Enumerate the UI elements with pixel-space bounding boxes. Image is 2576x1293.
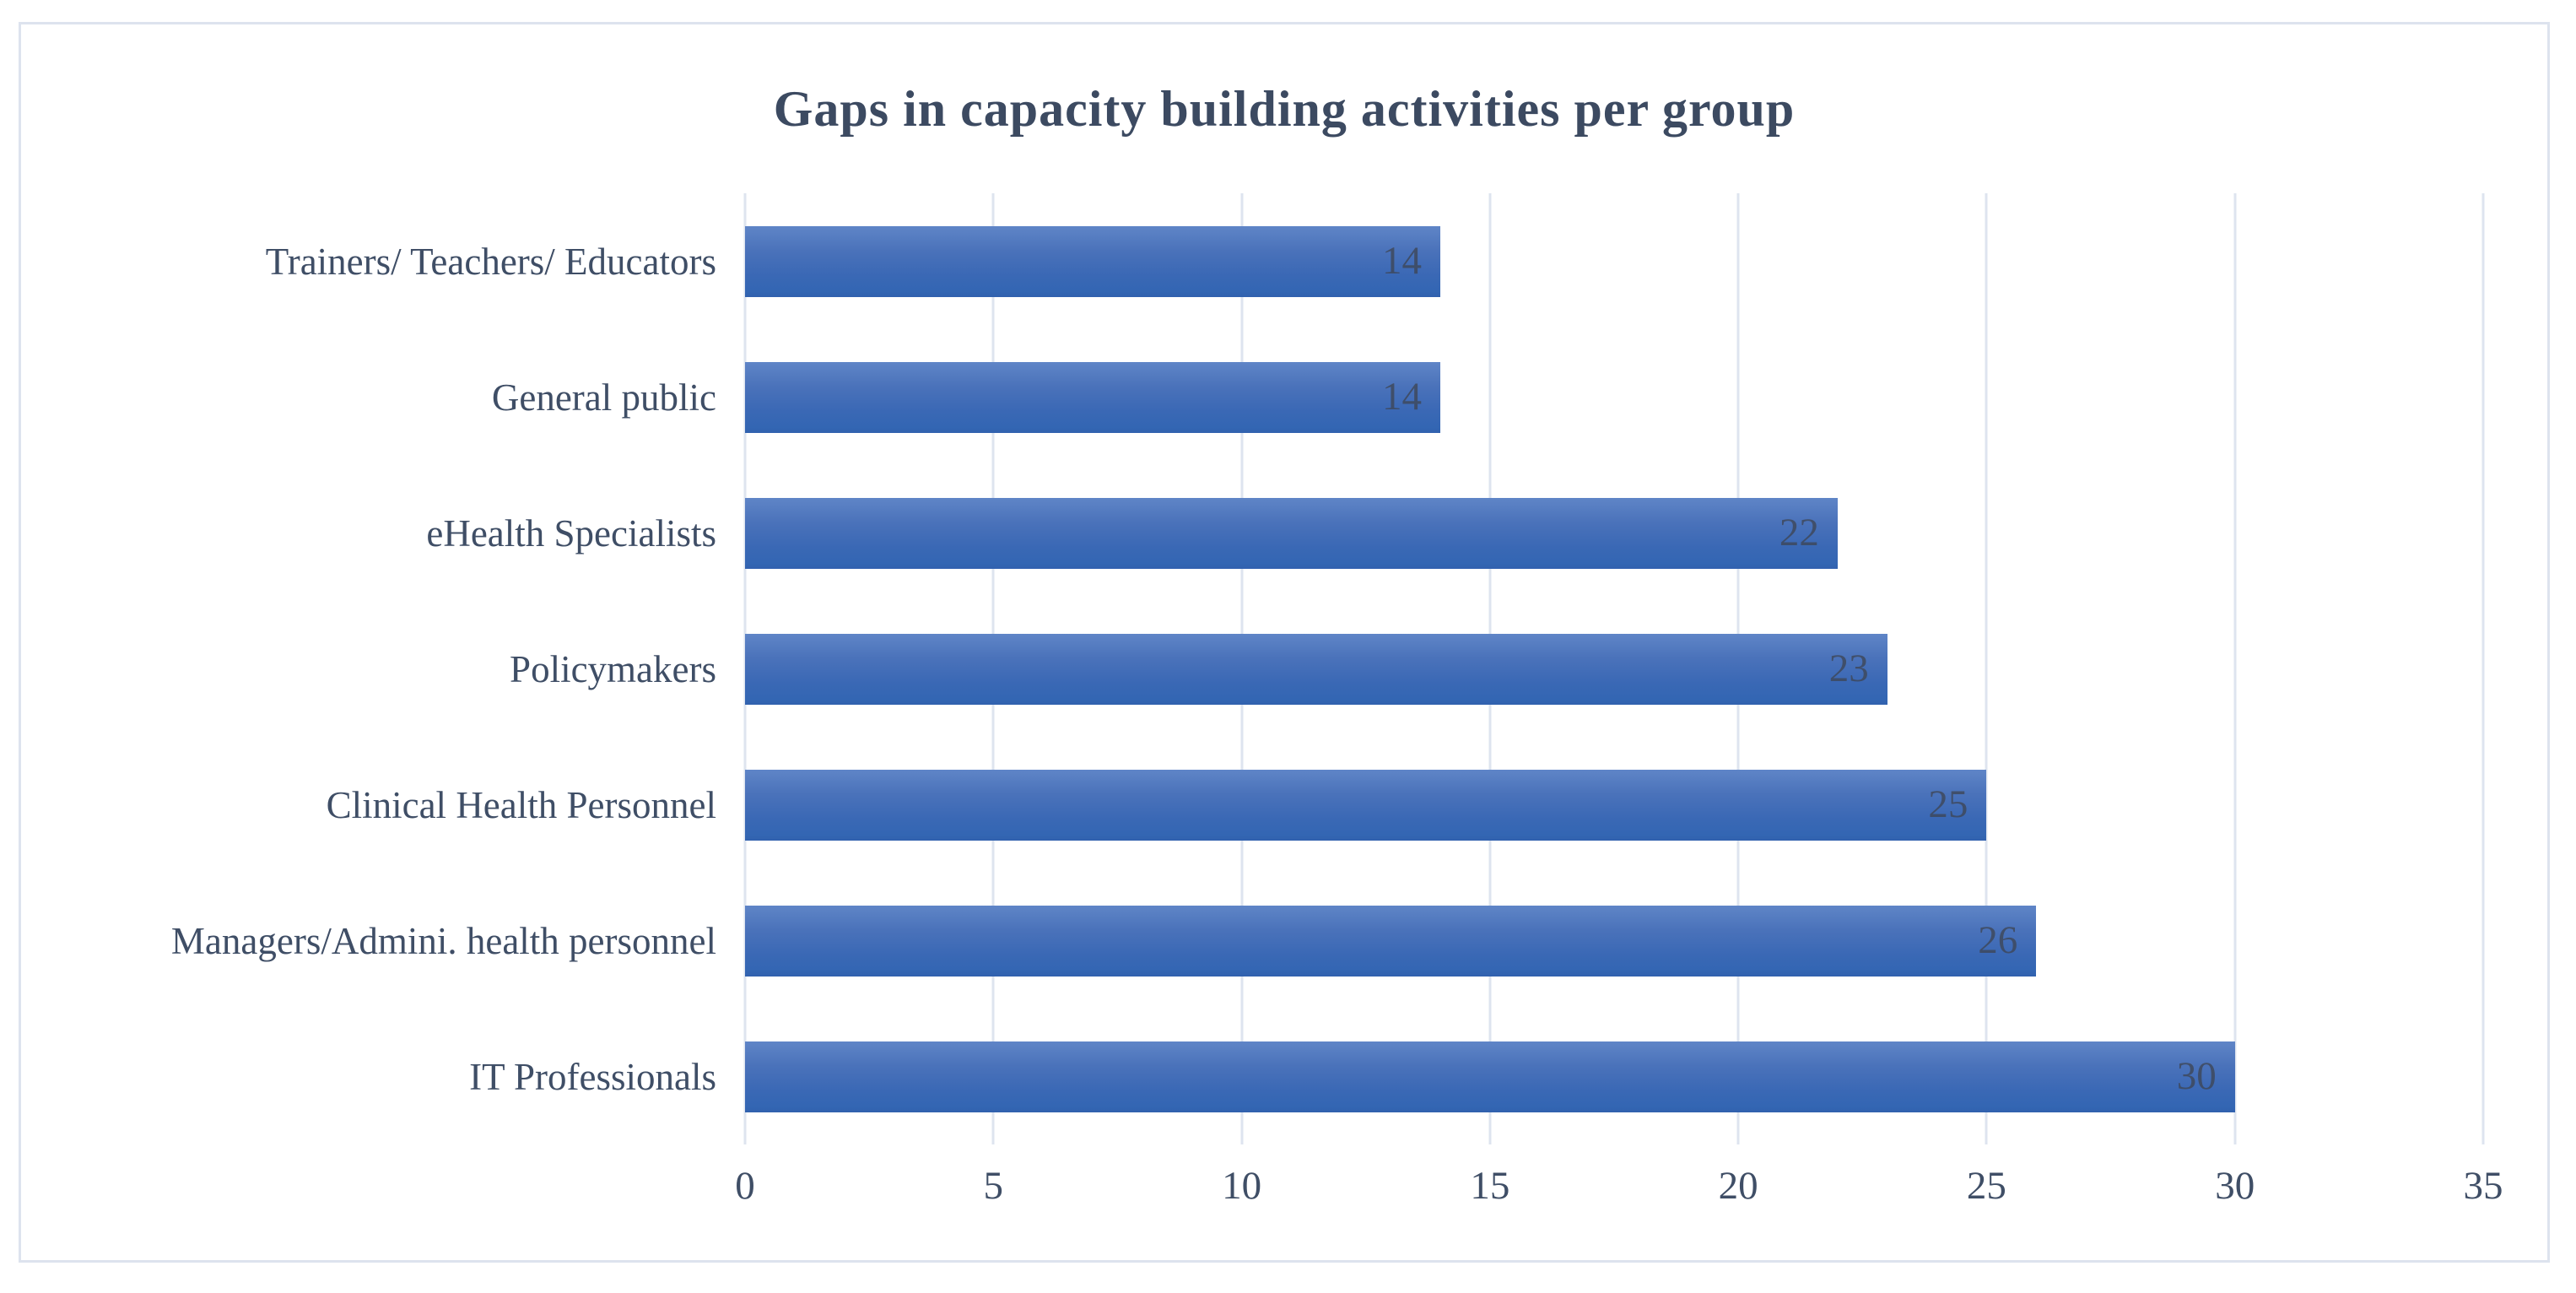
- x-tick-label: 5: [983, 1164, 1004, 1208]
- chart-area: Trainers/ Teachers/ Educators General pub…: [21, 193, 2547, 1229]
- bar: 23: [745, 633, 1887, 705]
- title-band: Gaps in capacity building activities per…: [21, 24, 2547, 193]
- data-label: 14: [1382, 375, 1422, 419]
- gridline: [1985, 193, 1988, 1144]
- bar-band: 14: [745, 193, 2483, 329]
- bar: 22: [745, 497, 1838, 569]
- category-label: General public: [491, 376, 716, 419]
- x-tick-label: 25: [1966, 1164, 2006, 1208]
- bar: 30: [745, 1041, 2235, 1112]
- x-tick-label: 10: [1222, 1164, 1262, 1208]
- data-label: 23: [1828, 646, 1869, 690]
- bar: 14: [745, 361, 1440, 433]
- bar: 14: [745, 225, 1440, 297]
- x-tick-label: 30: [2215, 1164, 2255, 1208]
- category-label: Managers/Admini. health personnel: [170, 919, 716, 962]
- bar-band: 26: [745, 873, 2483, 1009]
- chart-title: Gaps in capacity building activities per…: [773, 80, 1796, 137]
- bar-band: 22: [745, 465, 2483, 601]
- gridline: [2233, 193, 2237, 1144]
- category-axis: Trainers/ Teachers/ Educators General pub…: [21, 193, 745, 1229]
- bar-band: 30: [745, 1009, 2483, 1144]
- category-label: Policymakers: [510, 647, 716, 690]
- x-tick-label: 35: [2463, 1164, 2503, 1208]
- bar-band: 14: [745, 329, 2483, 465]
- x-tick-label: 20: [1718, 1164, 1758, 1208]
- category-label: IT Professionals: [469, 1055, 716, 1098]
- data-label: 22: [1779, 511, 1819, 555]
- data-label: 25: [1928, 782, 1968, 826]
- x-tick-label: 15: [1470, 1164, 1510, 1208]
- category-label: Trainers/ Teachers/ Educators: [265, 240, 716, 283]
- bar: 25: [745, 769, 1987, 841]
- bar-band: 25: [745, 737, 2483, 873]
- data-label: 30: [2176, 1054, 2217, 1098]
- data-label: 26: [1978, 918, 2018, 962]
- chart-frame: Gaps in capacity building activities per…: [19, 22, 2550, 1263]
- x-tick-label: 0: [735, 1164, 755, 1208]
- bar: 26: [745, 905, 2037, 977]
- value-axis: 0 5 10 15 20 25 30 35: [735, 1144, 2503, 1229]
- category-label: eHealth Specialists: [426, 511, 716, 555]
- data-label: 14: [1382, 239, 1422, 283]
- gridline: [2481, 193, 2485, 1144]
- category-label: Clinical Health Personnel: [326, 783, 716, 826]
- plot-area: 14 14 22 23 25 26 30: [743, 193, 2485, 1144]
- plot-wrap: 14 14 22 23 25 26 30 0 5 10 15 20 25 30 35: [735, 193, 2503, 1229]
- bar-band: 23: [745, 601, 2483, 737]
